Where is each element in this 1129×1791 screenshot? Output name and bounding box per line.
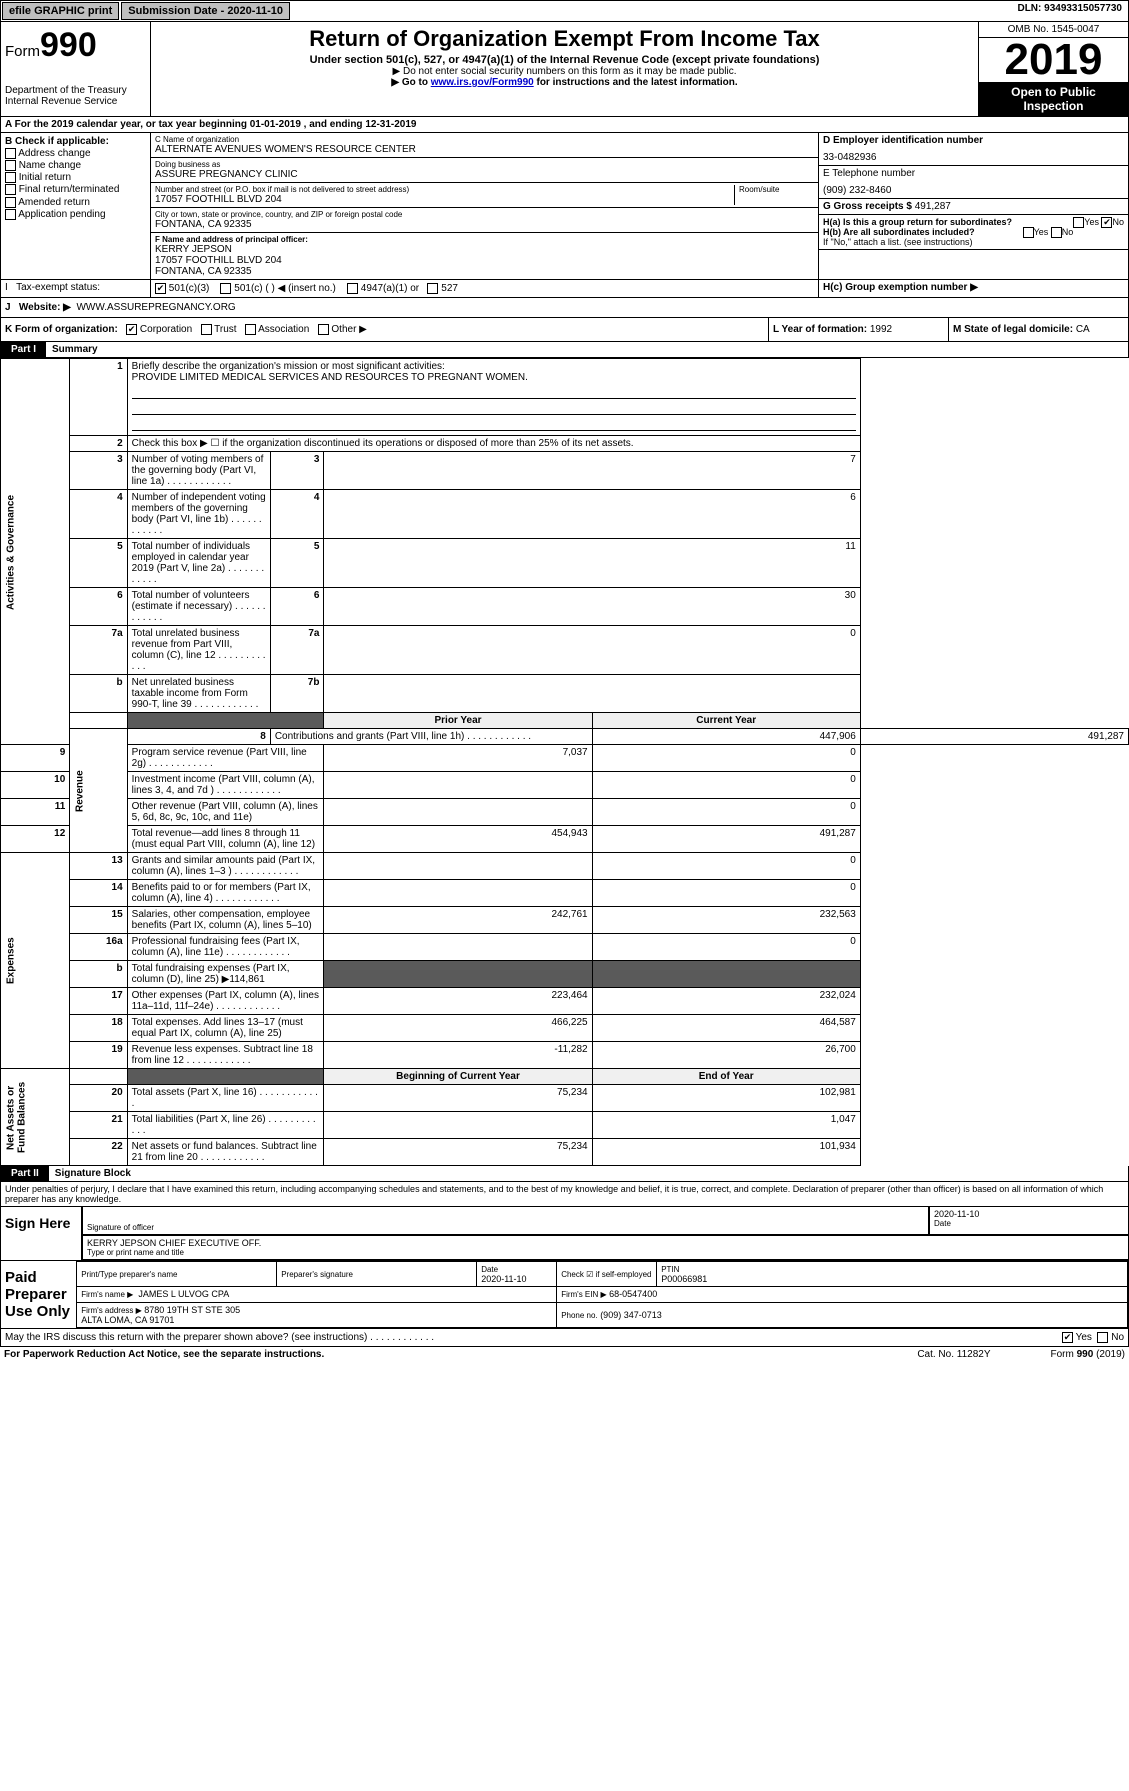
summary-table: Activities & Governance 1 Briefly descri…: [0, 358, 1129, 1166]
sign-here-label: Sign Here: [1, 1207, 81, 1260]
part1-label: Part I: [1, 342, 46, 357]
gross-label: G Gross receipts $: [823, 201, 912, 212]
phone-value: (909) 232-8460: [823, 185, 1124, 196]
ha-label: H(a) Is this a group return for subordin…: [823, 217, 1012, 227]
vlabel-netassets: Net Assets or Fund Balances: [1, 1069, 70, 1166]
org-name-label: C Name of organization: [155, 135, 814, 144]
vlabel-revenue: Revenue: [70, 729, 127, 853]
ptin: P00066981: [661, 1274, 1123, 1284]
dept-label: Department of the Treasury Internal Reve…: [5, 85, 146, 107]
taxexempt-I: I Tax-exempt status:: [1, 280, 151, 297]
phone-label: E Telephone number: [823, 168, 915, 179]
hc-label: H(c) Group exemption number ▶: [818, 280, 1128, 297]
submission-button[interactable]: Submission Date - 2020-11-10: [121, 2, 290, 20]
dba-label: Doing business as: [155, 160, 814, 169]
gross-value: 491,287: [915, 201, 951, 212]
form-title: Return of Organization Exempt From Incom…: [155, 26, 974, 52]
form-subtitle: Under section 501(c), 527, or 4947(a)(1)…: [155, 54, 974, 66]
inspection-label: Open to Public Inspection: [979, 82, 1128, 116]
section-b: B Check if applicable: Address change Na…: [1, 133, 151, 279]
form-note1: ▶ Do not enter social security numbers o…: [155, 66, 974, 77]
signer-name: KERRY JEPSON CHIEF EXECUTIVE OFF.: [87, 1238, 1124, 1248]
footer-form: Form 990 (2019): [1051, 1349, 1125, 1360]
state-M: M State of legal domicile: CA: [948, 318, 1128, 341]
mission-text: PROVIDE LIMITED MEDICAL SERVICES AND RES…: [132, 372, 528, 383]
firm-ein: 68-0547400: [609, 1289, 657, 1299]
ein-label: D Employer identification number: [823, 135, 983, 146]
form-note2: ▶ Go to www.irs.gov/Form990 for instruct…: [155, 77, 974, 88]
form-org-K: K Form of organization: Corporation Trus…: [1, 318, 768, 341]
paid-preparer-label: Paid Preparer Use Only: [1, 1261, 76, 1328]
footer-cat: Cat. No. 11282Y: [917, 1349, 990, 1360]
line-a: A For the 2019 calendar year, or tax yea…: [1, 117, 420, 132]
city-label: City or town, state or province, country…: [155, 210, 814, 219]
part1-title: Summary: [46, 342, 104, 357]
ein-value: 33-0482936: [823, 152, 1124, 163]
dba-name: ASSURE PREGNANCY CLINIC: [155, 169, 814, 180]
discuss-text: May the IRS discuss this return with the…: [5, 1332, 434, 1343]
part2-label: Part II: [1, 1166, 49, 1181]
instructions-link[interactable]: www.irs.gov/Form990: [431, 77, 534, 88]
room-label: Room/suite: [739, 185, 814, 194]
year-L: L Year of formation: 1992: [768, 318, 948, 341]
firm-phone: (909) 347-0713: [600, 1310, 662, 1320]
dln-text: DLN: 93493315057730: [1011, 1, 1128, 21]
website-row: J Website: ▶ WWW.ASSUREPREGNANCY.ORG: [1, 298, 1128, 317]
addr-label: Number and street (or P.O. box if mail i…: [155, 185, 734, 194]
vlabel-governance: Activities & Governance: [1, 359, 70, 745]
efile-button[interactable]: efile GRAPHIC print: [2, 2, 119, 20]
taxexempt-options: 501(c)(3) 501(c) ( ) ◀ (insert no.) 4947…: [151, 280, 818, 297]
officer-info: KERRY JEPSON 17057 FOOTHILL BLVD 204 FON…: [155, 244, 814, 277]
footer-left: For Paperwork Reduction Act Notice, see …: [4, 1349, 324, 1360]
part2-title: Signature Block: [49, 1166, 137, 1181]
topbar-spacer: [291, 1, 1011, 21]
street-address: 17057 FOOTHILL BLVD 204: [155, 194, 734, 205]
sign-date: 2020-11-10: [934, 1209, 1124, 1219]
hb-label: H(b) Are all subordinates included?: [823, 227, 975, 237]
org-name: ALTERNATE AVENUES WOMEN'S RESOURCE CENTE…: [155, 144, 814, 155]
officer-label: F Name and address of principal officer:: [155, 235, 308, 244]
hb-note: If "No," attach a list. (see instruction…: [823, 237, 1124, 247]
line2-text: Check this box ▶ ☐ if the organization d…: [127, 436, 860, 452]
firm-name: JAMES L ULVOG CPA: [138, 1289, 229, 1299]
perjury-text: Under penalties of perjury, I declare th…: [0, 1182, 1129, 1207]
form-label: Form990: [5, 26, 146, 65]
vlabel-expenses: Expenses: [1, 853, 70, 1069]
tax-year: 2019: [979, 38, 1128, 82]
city-state-zip: FONTANA, CA 92335: [155, 219, 814, 230]
